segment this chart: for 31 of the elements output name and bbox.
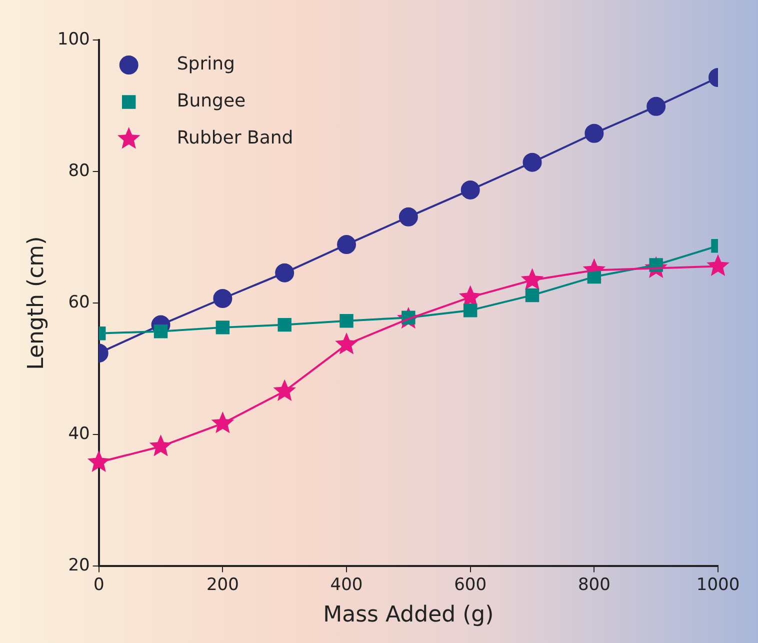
- point: [278, 318, 292, 332]
- y-tick-label: 20: [68, 556, 90, 576]
- x-tick-label: 0: [93, 574, 104, 595]
- legend-label: Rubber Band: [176, 128, 294, 149]
- x-axis-title: Mass Added (g): [323, 602, 494, 628]
- point: [463, 303, 478, 318]
- x-tick-label: 400: [330, 574, 363, 595]
- legend-label: Bungee: [176, 90, 246, 112]
- point: [525, 288, 540, 302]
- point: [340, 314, 354, 328]
- x-tick-label: 800: [578, 574, 610, 595]
- y-tick-label: 80: [68, 160, 90, 181]
- y-axis-title: Length (cm): [24, 236, 49, 370]
- point: [584, 124, 604, 143]
- point: [275, 263, 294, 282]
- x-tick-label: 200: [206, 574, 239, 595]
- x-tick-label: 600: [454, 574, 487, 595]
- y-tick-label: 40: [68, 424, 90, 444]
- legend-label: Spring: [176, 54, 235, 75]
- point: [216, 320, 230, 334]
- point: [646, 96, 666, 116]
- x-tick-label: 1000: [696, 574, 740, 595]
- point: [522, 152, 542, 172]
- point: [337, 235, 356, 254]
- y-tick-label: 60: [68, 292, 90, 313]
- point: [213, 288, 232, 308]
- point: [460, 180, 480, 200]
- point: [154, 324, 168, 338]
- y-tick-label: 100: [57, 29, 90, 50]
- point: [398, 207, 418, 226]
- point: [706, 254, 730, 276]
